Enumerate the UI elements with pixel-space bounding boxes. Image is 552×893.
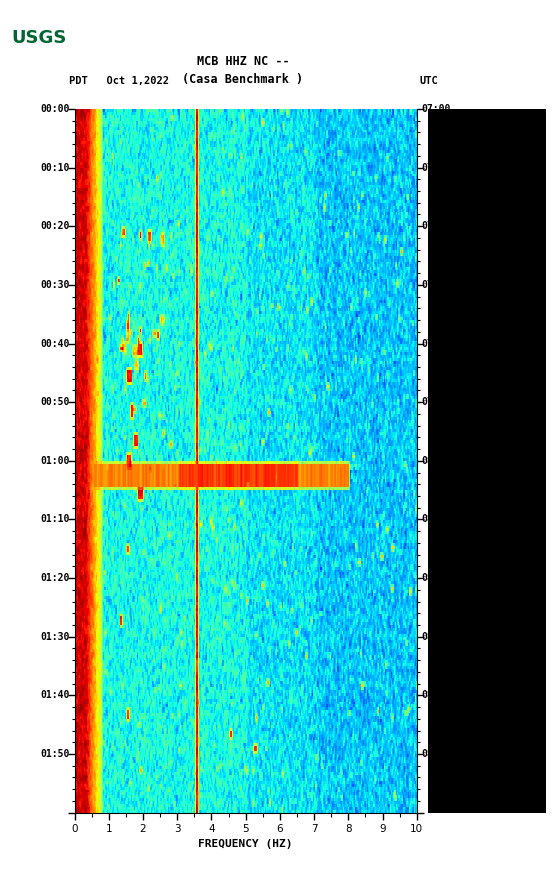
Text: 01:20: 01:20: [41, 573, 70, 583]
Text: 08:00: 08:00: [421, 455, 450, 466]
Text: 08:30: 08:30: [421, 631, 450, 642]
Text: 01:00: 01:00: [41, 455, 70, 466]
Text: 00:00: 00:00: [41, 104, 70, 114]
Text: 08:20: 08:20: [421, 573, 450, 583]
Text: (Casa Benchmark ): (Casa Benchmark ): [182, 72, 304, 86]
Text: 08:50: 08:50: [421, 749, 450, 759]
Text: 01:10: 01:10: [41, 514, 70, 524]
Text: 07:10: 07:10: [421, 163, 450, 172]
Text: 07:40: 07:40: [421, 338, 450, 348]
Text: 00:50: 00:50: [41, 397, 70, 407]
Text: 08:40: 08:40: [421, 690, 450, 700]
Text: 00:40: 00:40: [41, 338, 70, 348]
Text: 08:10: 08:10: [421, 514, 450, 524]
X-axis label: FREQUENCY (HZ): FREQUENCY (HZ): [198, 839, 293, 848]
Text: 07:30: 07:30: [421, 280, 450, 290]
Text: 00:20: 00:20: [41, 221, 70, 231]
Text: UTC: UTC: [420, 76, 438, 86]
Text: 07:20: 07:20: [421, 221, 450, 231]
Text: 07:50: 07:50: [421, 397, 450, 407]
Text: 01:50: 01:50: [41, 749, 70, 759]
Text: PDT   Oct 1,2022: PDT Oct 1,2022: [69, 76, 169, 86]
Text: 01:30: 01:30: [41, 631, 70, 642]
Text: 00:10: 00:10: [41, 163, 70, 172]
Text: 00:30: 00:30: [41, 280, 70, 290]
Text: 01:40: 01:40: [41, 690, 70, 700]
Text: 07:00: 07:00: [421, 104, 450, 114]
Text: MCB HHZ NC --: MCB HHZ NC --: [197, 54, 289, 68]
Text: USGS: USGS: [11, 29, 66, 46]
